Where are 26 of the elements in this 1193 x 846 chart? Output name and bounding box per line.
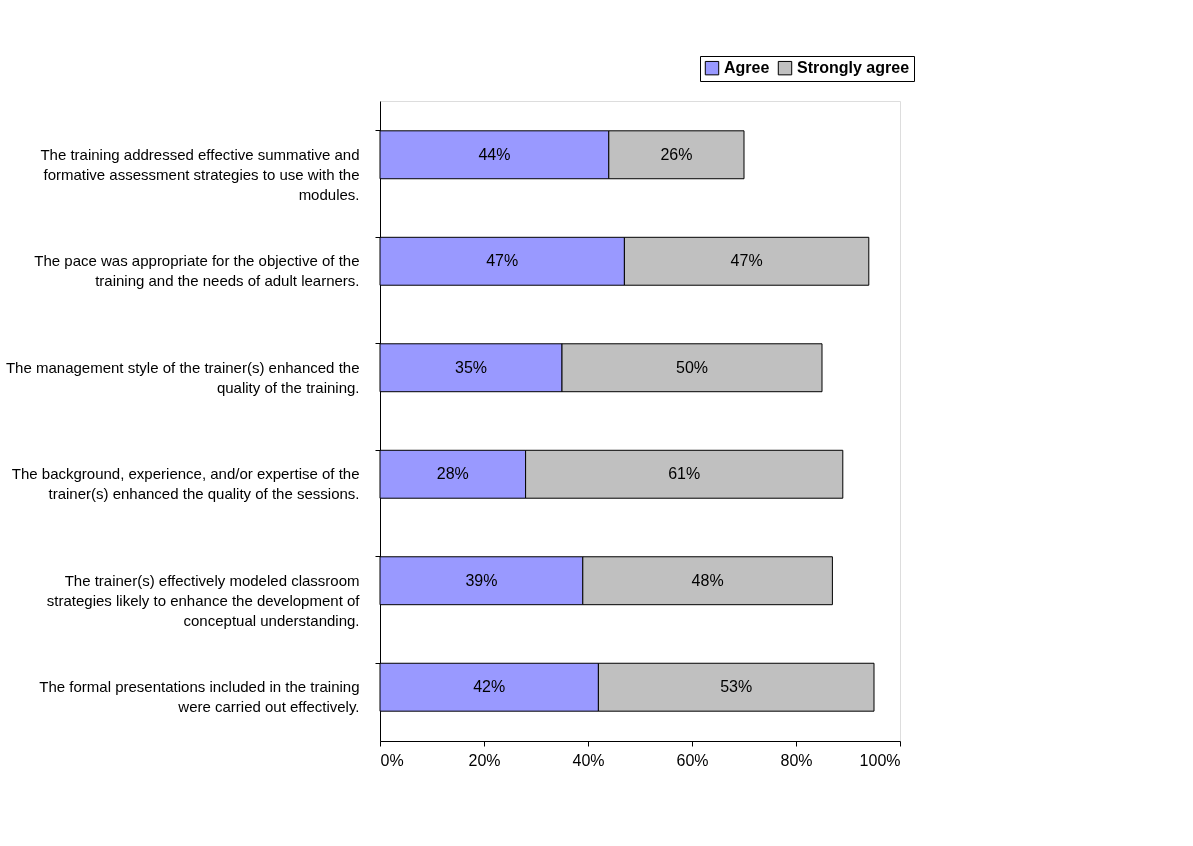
data-label: 50% bbox=[675, 358, 709, 376]
data-label: 28% bbox=[436, 465, 469, 483]
x-tick-label: 0% bbox=[380, 751, 404, 769]
data-label: 53% bbox=[720, 678, 753, 696]
y-tick-label: The formal presentations included in the training were carried out effectively. bbox=[39, 678, 360, 716]
data-label: 35% bbox=[454, 358, 488, 376]
x-tick-label: 100% bbox=[859, 751, 901, 769]
data-label: 47% bbox=[730, 252, 763, 270]
y-tick-label: The management style of the trainer(s) enhanced the quality of the training. bbox=[5, 358, 360, 396]
data-label: 42% bbox=[473, 678, 506, 696]
legend-label: Agree bbox=[724, 59, 770, 77]
y-tick-label: The trainer(s) effectively modeled classroom strategies likely to enhance the development of conceptual understanding. bbox=[46, 571, 361, 629]
data-label: 48% bbox=[691, 571, 724, 589]
data-label: 39% bbox=[465, 571, 498, 589]
data-label: 47% bbox=[486, 252, 519, 270]
x-tick-label: 60% bbox=[676, 751, 709, 769]
data-label: 44% bbox=[478, 145, 511, 163]
y-tick-label: The background, experience, and/or expertise of the trainer(s) enhanced the quality of the sessions. bbox=[11, 465, 360, 503]
y-tick-label: The pace was appropriate for the objective of the training and the needs of adult learners. bbox=[34, 252, 360, 290]
x-tick-label: 20% bbox=[468, 751, 501, 769]
legend-label: Strongly agree bbox=[797, 59, 910, 77]
x-tick-label: 80% bbox=[780, 751, 813, 769]
y-tick-label: The training addressed effective summative and formative assessment strategies to use with the modules. bbox=[40, 145, 360, 203]
x-tick-label: 40% bbox=[572, 751, 605, 769]
data-label: 61% bbox=[668, 465, 701, 483]
data-label: 26% bbox=[660, 145, 693, 163]
